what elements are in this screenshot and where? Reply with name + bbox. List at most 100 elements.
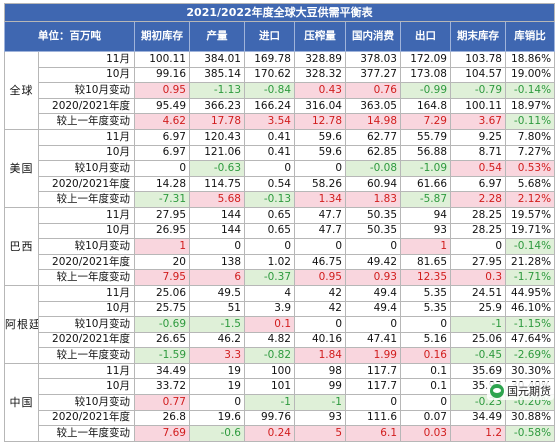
value-cell: -0.6	[189, 425, 245, 442]
value-cell: 0.65	[244, 206, 295, 224]
value-cell: 1.34	[294, 191, 346, 208]
value-cell: -1.09	[400, 160, 451, 177]
value-cell: 44.95%	[504, 284, 556, 302]
value-cell: 17.78	[189, 113, 245, 130]
value-cell: 0	[134, 160, 190, 177]
row-label: 10月	[38, 378, 135, 396]
value-cell: 30.88%	[504, 409, 556, 427]
value-cell: 1.02	[244, 253, 295, 271]
value-cell: 3.54	[244, 113, 295, 130]
value-cell: 0.65	[244, 222, 295, 240]
value-cell: 104.57	[450, 66, 506, 84]
value-cell: 385.14	[189, 66, 245, 84]
value-cell: 61.66	[400, 175, 451, 193]
value-cell: 117.7	[345, 362, 401, 380]
value-cell: 6.97	[450, 175, 506, 193]
value-cell: 377.27	[345, 66, 401, 84]
value-cell: 19.6	[189, 409, 245, 427]
value-cell: 121.06	[189, 144, 245, 162]
row-label: 11月	[38, 284, 135, 302]
row-label: 11月	[38, 51, 135, 68]
row-label: 11月	[38, 206, 135, 224]
value-cell: 6.97	[134, 144, 190, 162]
table-row: 2020/2021年度 95.49 366.23 166.24 316.04 363.05…	[5, 97, 556, 115]
value-cell: 100.11	[450, 97, 506, 115]
value-cell: 20	[134, 253, 190, 271]
value-cell: 0.95	[134, 82, 190, 99]
watermark-text: 国元期货	[507, 385, 551, 398]
row-label: 较10月变动	[38, 394, 135, 411]
value-cell: 19.00%	[504, 66, 556, 84]
value-cell: -0.99	[400, 82, 451, 99]
value-cell: 19	[189, 362, 245, 380]
table-row: 较上一年度变动 4.62 17.78 3.54 12.78 14.98 7.29 3.67 -0…	[5, 113, 556, 130]
value-cell: 50.35	[345, 222, 401, 240]
value-cell: 49.4	[345, 284, 401, 302]
value-cell: 27.95	[450, 253, 506, 271]
value-cell: 7.69	[134, 425, 190, 442]
value-cell: 4.62	[134, 113, 190, 130]
value-cell: 0.41	[244, 144, 295, 162]
value-cell: 5.16	[400, 331, 451, 349]
value-cell: 0	[345, 238, 401, 255]
value-cell: 21.28%	[504, 253, 556, 271]
value-cell: 46.10%	[504, 300, 556, 318]
table-row: 10月 6.97 121.06 0.41 59.6 62.85 56.88 8.71 7.27%	[5, 144, 556, 162]
value-cell: 164.8	[400, 97, 451, 115]
row-label: 2020/2021年度	[38, 331, 135, 349]
value-cell: 6.1	[345, 425, 401, 442]
table-row: 较10月变动 0 -0.63 0 0 -0.08 -1.09 0.54 0.53%	[5, 160, 556, 177]
value-cell: 50.35	[345, 206, 401, 224]
table-row: 阿根廷 11月 25.06 49.5 4 42 49.4 5.35 24.51 44.95%	[4, 284, 556, 364]
value-cell: 4.82	[244, 331, 295, 349]
value-cell: 170.62	[244, 66, 295, 84]
row-label: 较上一年度变动	[38, 113, 135, 130]
value-cell: 378.03	[345, 51, 401, 68]
value-cell: 35.69	[450, 362, 506, 380]
value-cell: 47.64%	[504, 331, 556, 349]
row-label: 2020/2021年度	[38, 175, 135, 193]
value-cell: 49.4	[345, 300, 401, 318]
value-cell: 3.3	[189, 347, 245, 364]
value-cell: 24.51	[450, 284, 506, 302]
value-cell: 62.77	[345, 128, 401, 146]
value-cell: -0.63	[189, 160, 245, 177]
value-cell: 0.1	[244, 316, 295, 333]
value-cell: -0.13	[244, 191, 295, 208]
value-cell: -2.69%	[504, 347, 556, 364]
watermark: 国元期货	[487, 382, 554, 400]
value-cell: 101	[244, 378, 295, 396]
value-cell: 1.2	[450, 425, 506, 442]
value-cell: 0.1	[400, 362, 451, 380]
table-row: 较上一年度变动 -1.59 3.3 -0.82 1.84 1.99 0.16 -0.45 -2.…	[5, 347, 556, 364]
table-row: 10月 26.95 144 0.65 47.7 50.35 93 28.25 19.71%	[5, 222, 556, 240]
header-ending-stock: 期末库存	[450, 21, 506, 52]
value-cell: 0.95	[294, 269, 346, 286]
value-cell: 7.80%	[504, 128, 556, 146]
value-cell: 58.26	[294, 175, 346, 193]
row-label: 较上一年度变动	[38, 191, 135, 208]
region-label: 巴西	[4, 206, 39, 286]
value-cell: 14.28	[134, 175, 190, 193]
row-label: 10月	[38, 144, 135, 162]
value-cell: 25.06	[450, 331, 506, 349]
table-row: 10月 25.75 51 3.9 42 49.4 5.35 25.9 46.10%	[5, 300, 556, 318]
value-cell: 94	[400, 206, 451, 224]
value-cell: 34.49	[450, 409, 506, 427]
value-cell: -0.14%	[504, 238, 556, 255]
value-cell: 0	[189, 394, 245, 411]
value-cell: 1.99	[345, 347, 401, 364]
value-cell: 366.23	[189, 97, 245, 115]
value-cell: 47.7	[294, 222, 346, 240]
value-cell: 1	[134, 238, 190, 255]
value-cell: -0.69	[134, 316, 190, 333]
value-cell: 0.16	[400, 347, 451, 364]
row-label: 较上一年度变动	[38, 269, 135, 286]
table-row: 较上一年度变动 7.95 6 -0.37 0.95 0.93 12.35 0.3 -1.71%	[5, 269, 556, 286]
value-cell: 34.49	[134, 362, 190, 380]
value-cell: 3.9	[244, 300, 295, 318]
header-stock-to-use: 库销比	[504, 21, 556, 52]
value-cell: -0.14%	[504, 82, 556, 99]
value-cell: 0	[244, 160, 295, 177]
header-production: 产量	[189, 21, 245, 52]
